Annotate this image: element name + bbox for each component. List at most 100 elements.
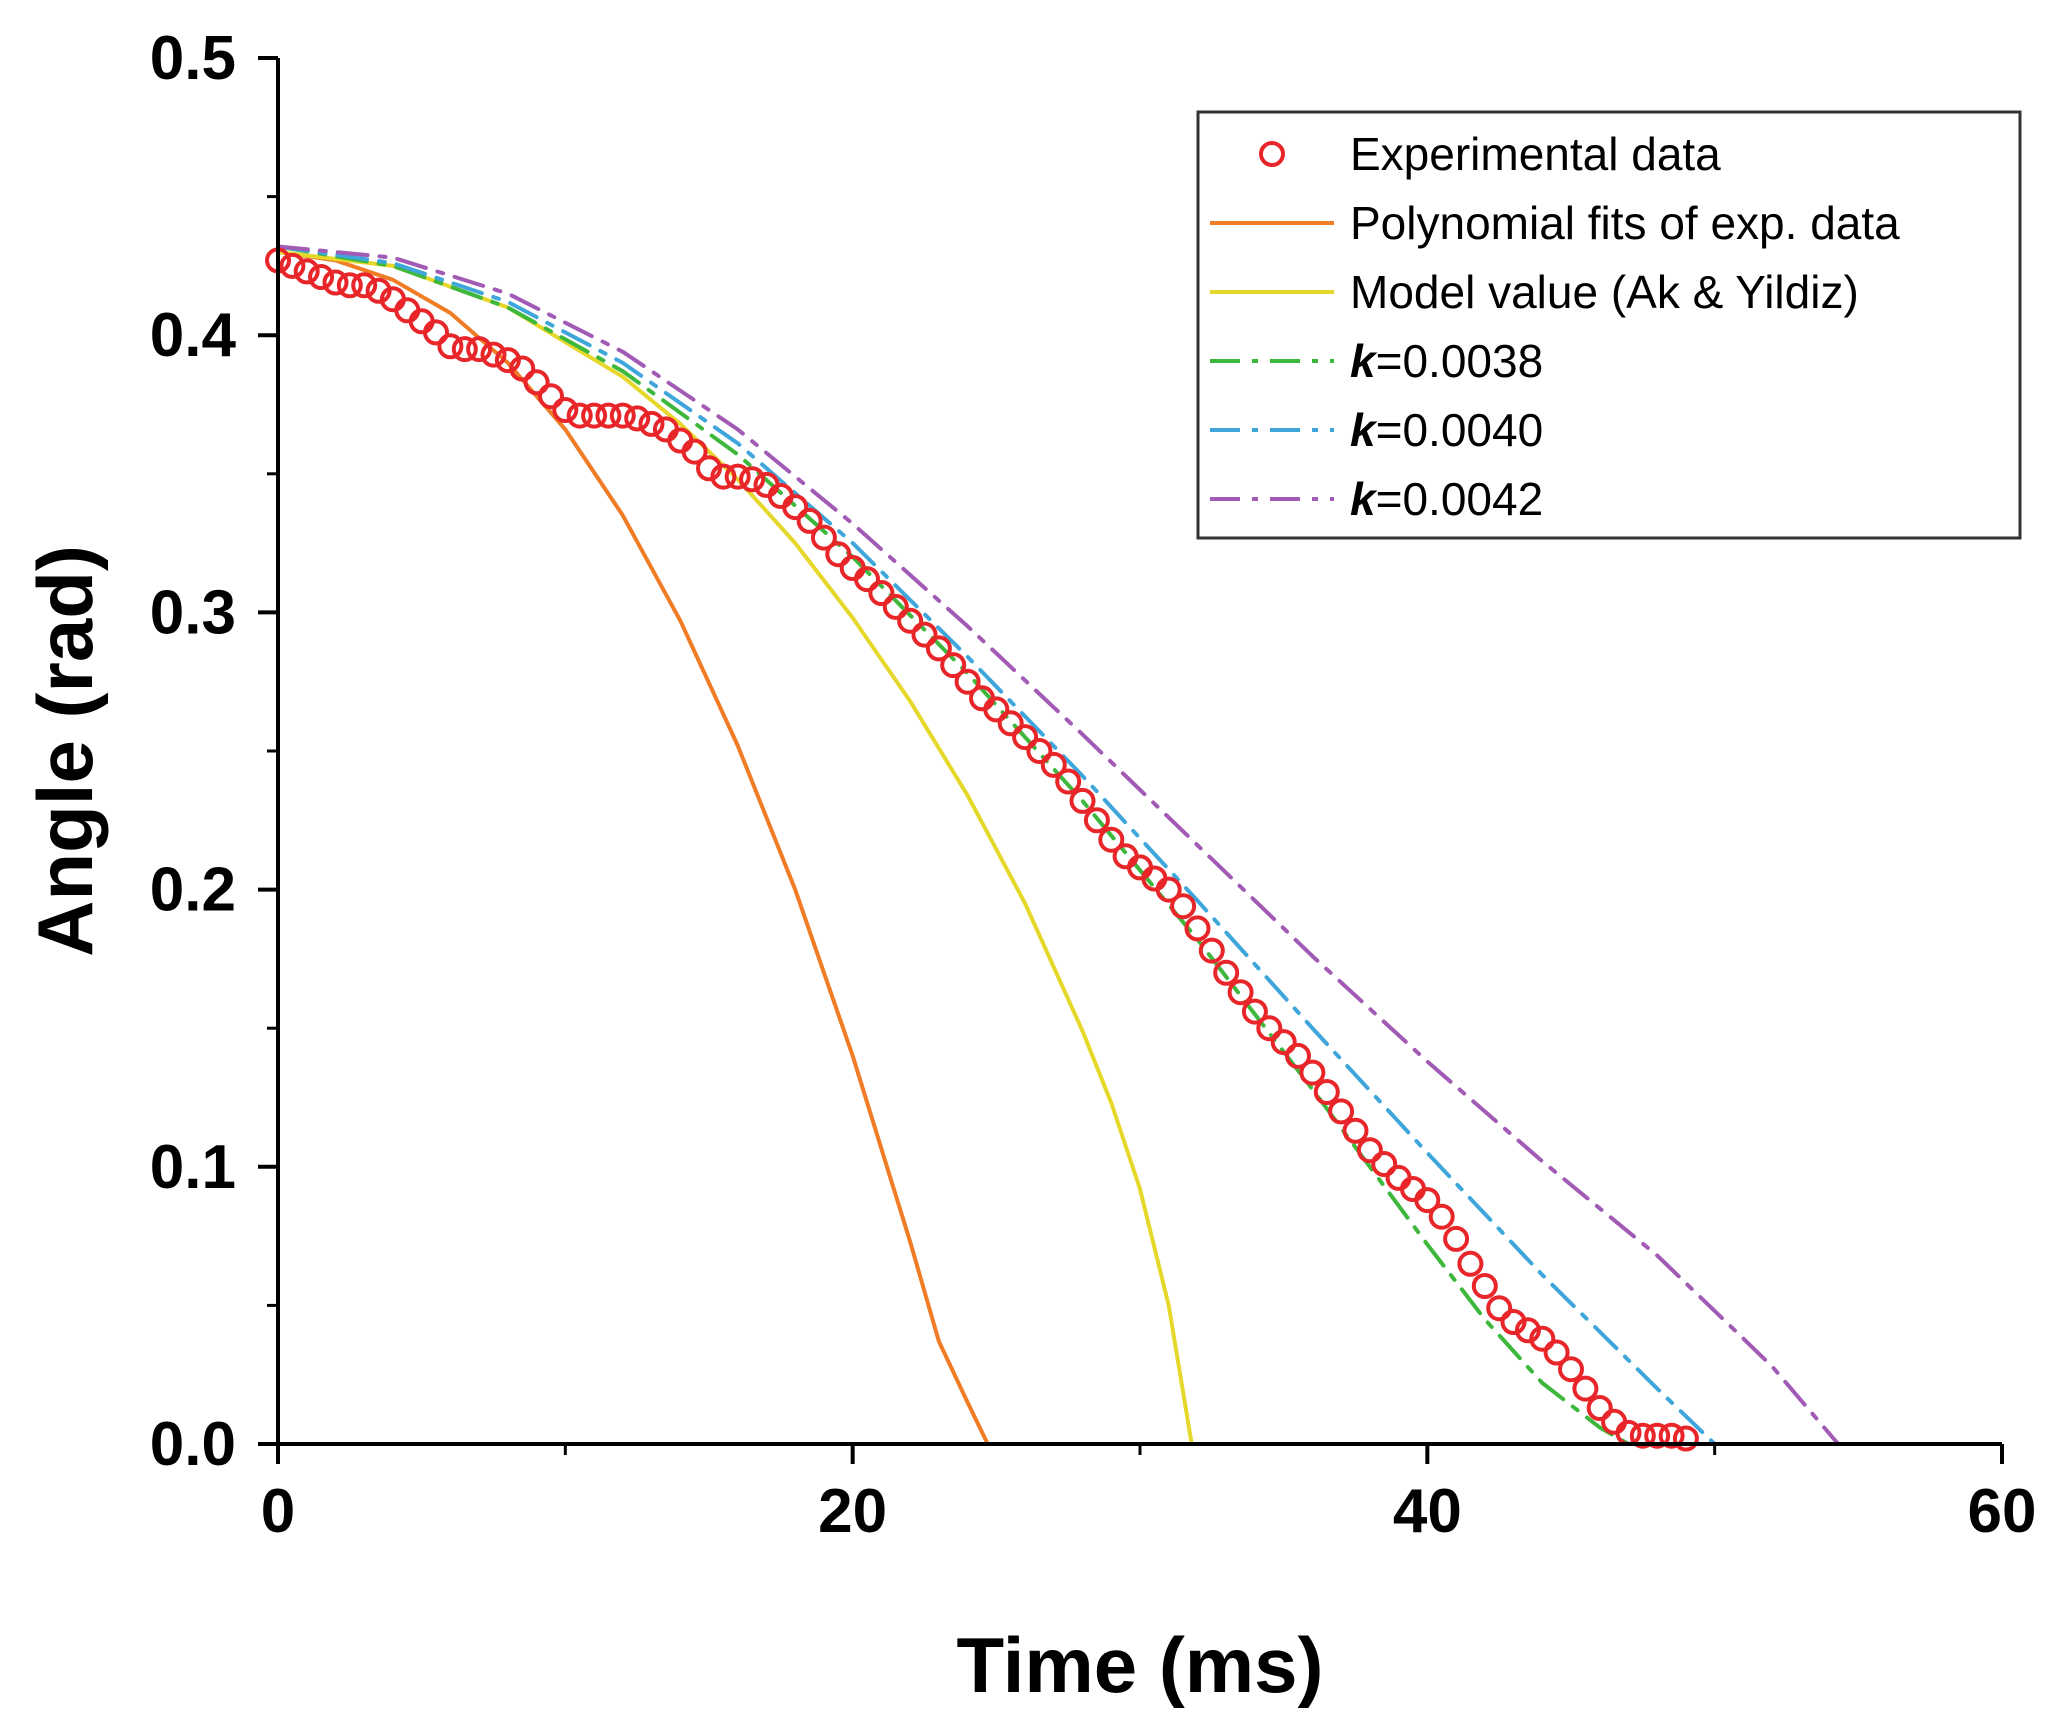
data-point (1198, 937, 1225, 964)
legend-item: k=0.0042 (1210, 473, 1543, 525)
legend-label: Experimental data (1350, 128, 1721, 180)
legend-item: k=0.0038 (1210, 335, 1543, 387)
data-point (1012, 724, 1039, 751)
data-point (1543, 1339, 1570, 1366)
series-line-1 (276, 250, 990, 1446)
data-point (1371, 1151, 1398, 1177)
data-point (523, 369, 550, 396)
data-point (451, 336, 478, 363)
data-point (1356, 1137, 1383, 1164)
data-point (925, 635, 952, 662)
data-point (480, 341, 507, 368)
data-point (581, 402, 608, 429)
legend-k-symbol: k (1350, 404, 1378, 456)
y-tick-label: 0.5 (150, 24, 236, 93)
data-point (810, 524, 837, 551)
legend-k-symbol: k (1350, 335, 1378, 387)
data-point (1672, 1425, 1699, 1452)
data-point (1227, 979, 1254, 1006)
data-point (1342, 1117, 1369, 1144)
data-point (638, 410, 665, 437)
data-point (1586, 1395, 1613, 1421)
data-point (1026, 738, 1053, 764)
data-point (882, 593, 909, 620)
data-point (1270, 1029, 1297, 1056)
data-point (624, 405, 651, 432)
data-point (1055, 768, 1082, 795)
data-point (1529, 1325, 1556, 1352)
legend-label: Model value (Ak & Yildiz) (1350, 266, 1859, 318)
series-line-5 (276, 244, 1841, 1446)
data-point (1428, 1203, 1455, 1230)
data-point (1558, 1356, 1584, 1383)
y-tick-label: 0.1 (150, 1133, 236, 1202)
y-tick-label: 0.2 (150, 856, 236, 925)
data-point (911, 621, 938, 648)
data-point (1658, 1422, 1685, 1449)
data-point (796, 507, 823, 534)
y-tick-label: 0.0 (150, 1410, 236, 1479)
y-axis-title: Angle (rad) (21, 545, 109, 957)
data-point (466, 336, 493, 363)
legend-box (1196, 110, 2022, 540)
data-point (566, 402, 593, 429)
legend-k-value: =0.0042 (1376, 473, 1544, 525)
legend-item: Polynomial fits of exp. data (1210, 197, 1900, 249)
data-point (1471, 1273, 1498, 1299)
legend-symbol (1259, 141, 1285, 167)
data-point (1184, 915, 1211, 942)
data-point (437, 333, 464, 360)
data-point (1098, 826, 1125, 853)
data-point (1213, 959, 1240, 986)
data-point (279, 252, 306, 279)
data-point (868, 580, 895, 606)
y-tick-label: 0.4 (150, 301, 237, 370)
data-point (782, 494, 809, 521)
data-point (1486, 1295, 1513, 1322)
data-point (351, 272, 378, 299)
series-line-4 (276, 244, 1717, 1446)
series-line-3 (276, 244, 1631, 1446)
data-point (710, 463, 737, 490)
legend-label: k=0.0038 (1350, 335, 1543, 387)
data-point (1170, 893, 1197, 920)
data-point (997, 710, 1024, 737)
x-tick-label: 20 (818, 1477, 887, 1546)
legend-item: Experimental data (1259, 128, 1721, 180)
data-point (854, 566, 880, 593)
x-tick-label: 60 (1968, 1477, 2037, 1546)
data-point (1241, 998, 1268, 1025)
data-point (1629, 1422, 1656, 1449)
data-point (696, 455, 722, 482)
legend-k-symbol: k (1350, 473, 1378, 525)
data-point (293, 258, 320, 285)
legend-label: Polynomial fits of exp. data (1350, 197, 1900, 249)
data-point (509, 355, 536, 382)
axes-layer: 0 20 40 60 0.0 0.1 0.2 0.3 0.4 0.5 (150, 24, 2037, 1546)
data-point (724, 463, 751, 490)
data-point (1414, 1187, 1441, 1214)
legend: Experimental data Polynomial fits of exp.… (1196, 110, 2022, 540)
data-point (1457, 1250, 1484, 1277)
data-point (1040, 751, 1067, 778)
data-point (1069, 787, 1096, 814)
data-point (1313, 1079, 1340, 1105)
data-point (494, 347, 521, 374)
data-point (1328, 1098, 1355, 1125)
legend-item: Model value (Ak & Yildiz) (1210, 266, 1859, 318)
legend-label: k=0.0042 (1350, 473, 1543, 525)
data-point (538, 383, 564, 410)
data-point (954, 668, 981, 695)
data-point (308, 264, 335, 290)
x-tick-label: 40 (1393, 1477, 1462, 1546)
x-axis-title: Time (ms) (957, 1621, 1324, 1709)
data-point (1083, 807, 1110, 834)
data-point (552, 397, 579, 423)
series-line-2 (276, 250, 1194, 1446)
legend-item: k=0.0040 (1210, 404, 1543, 456)
data-point (739, 466, 766, 493)
data-point (322, 269, 349, 296)
data-point (609, 402, 636, 429)
data-point (1155, 876, 1182, 903)
